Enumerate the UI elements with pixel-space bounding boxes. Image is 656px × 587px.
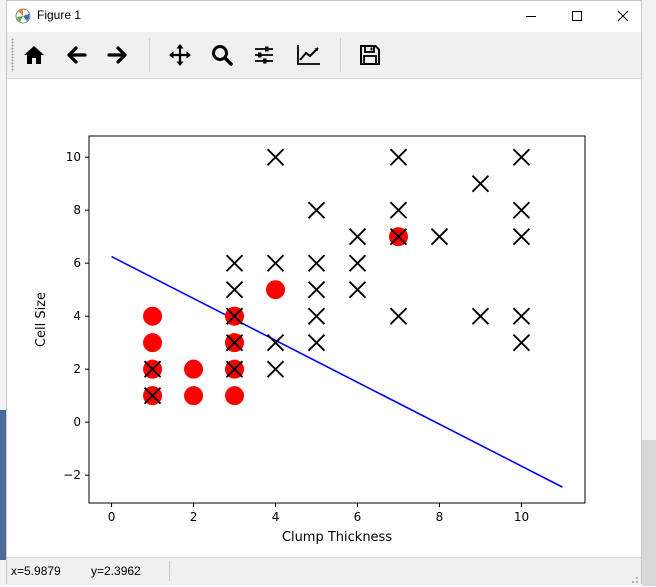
axes-frame [88,135,586,504]
data-point-x [389,307,408,325]
data-point-x [307,254,326,272]
x-tick-label: 6 [354,510,362,524]
data-point-circle [184,359,204,379]
close-icon [617,10,629,22]
x-tick-label: 8 [436,510,444,524]
status-bar: x=5.9879 y=2.3962 [7,557,641,585]
data-point-x [225,254,244,272]
magnifier-icon [212,45,233,66]
y-tick-label: 4 [73,309,81,323]
data-point-x [225,307,244,325]
subplots-button[interactable] [248,39,280,71]
data-point-x [348,281,367,299]
pan-button[interactable] [164,39,196,71]
y-tick-label: 6 [73,256,81,270]
minimize-icon [526,16,536,17]
data-point-x [266,254,285,272]
data-point-x [266,148,285,166]
data-point-x [143,360,162,378]
save-button[interactable] [354,39,386,71]
title-bar[interactable]: Figure 1 [7,1,641,31]
background-app-right-panel [642,440,656,586]
x-tick-label: 10 [514,510,529,524]
chart-marks [111,148,563,488]
home-icon [24,46,44,64]
data-point-x [266,360,285,378]
data-point-x [512,201,531,219]
background-app-right [642,0,656,586]
line-chart-icon [297,45,320,65]
forward-button[interactable] [102,39,134,71]
data-point-x [307,307,326,325]
data-point-circle [143,333,163,353]
axis-ticks: 0 2 4 6 8 10 −2 0 2 4 6 8 10 [63,150,529,524]
data-point-x [348,254,367,272]
matplotlib-app-icon [15,8,31,24]
data-point-x [225,360,244,378]
toolbar-separator [340,38,341,72]
data-point-x [512,307,531,325]
y-tick-label: 2 [73,362,81,376]
navigation-toolbar [7,32,641,79]
x-tick-label: 2 [190,510,198,524]
figure-window: Figure 1 [6,0,642,585]
x-tick-label: 4 [272,510,280,524]
data-point-x [348,228,367,246]
sliders-icon [255,46,273,64]
figure-canvas[interactable]: 0 2 4 6 8 10 −2 0 2 4 6 8 10 Clump Thickness Cell Si… [7,79,641,557]
data-point-x [225,281,244,299]
data-point-x [307,201,326,219]
background-app-left [0,0,8,586]
data-point-x [266,334,285,352]
data-point-circle [184,386,204,406]
data-point-x [389,148,408,166]
background-app-left-panel [0,410,8,560]
data-point-x [307,334,326,352]
window-title: Figure 1 [37,8,82,22]
x-axis-label: Clump Thickness [282,530,392,545]
data-point-x [512,334,531,352]
arrow-left-icon [67,46,87,64]
y-tick-label: 8 [73,203,81,217]
cursor-y-readout: y=2.3962 [91,564,141,578]
data-point-circle [225,386,245,406]
zoom-button[interactable] [206,39,238,71]
back-button[interactable] [60,39,92,71]
home-button[interactable] [18,39,50,71]
scatter-plot[interactable]: 0 2 4 6 8 10 −2 0 2 4 6 8 10 Clump Thickness Cell Si… [7,79,641,557]
y-tick-label: 10 [66,150,81,164]
data-point-x [389,201,408,219]
move-icon [169,44,191,66]
x-tick-label: 0 [108,510,116,524]
cursor-x-readout: x=5.9879 [11,564,61,578]
data-point-x [307,281,326,299]
arrow-right-icon [107,46,127,64]
data-point-x [430,228,449,246]
data-point-x [471,307,490,325]
decision-boundary-line [111,255,563,488]
edit-axes-button[interactable] [293,39,325,71]
resize-grip[interactable] [629,573,639,583]
toolbar-grip[interactable] [11,38,14,72]
floppy-disk-icon [360,45,380,65]
data-point-x [471,175,490,193]
data-point-circle [143,306,163,326]
data-point-x [143,387,162,405]
data-point-circle [266,280,286,300]
data-point-x [225,334,244,352]
y-axis-label: Cell Size [34,292,49,347]
maximize-icon [572,11,582,21]
y-tick-label: 0 [73,415,81,429]
maximize-button[interactable] [554,1,600,31]
close-button[interactable] [600,1,646,31]
data-point-x [512,148,531,166]
toolbar-separator [149,38,150,72]
y-tick-label: −2 [63,468,81,482]
data-point-x [512,228,531,246]
status-separator [169,561,170,581]
data-point-x [389,228,408,246]
minimize-button[interactable] [508,1,554,31]
